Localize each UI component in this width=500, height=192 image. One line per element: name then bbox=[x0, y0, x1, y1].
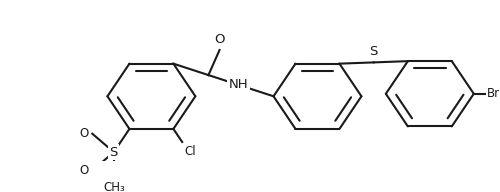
Text: NH: NH bbox=[228, 78, 248, 91]
Text: S: S bbox=[110, 146, 118, 159]
Text: O: O bbox=[214, 33, 225, 46]
Text: S: S bbox=[370, 45, 378, 58]
Text: O: O bbox=[79, 164, 88, 177]
Text: Cl: Cl bbox=[184, 145, 196, 158]
Text: Br: Br bbox=[486, 87, 500, 100]
Text: O: O bbox=[79, 127, 88, 140]
Text: CH₃: CH₃ bbox=[103, 181, 124, 192]
